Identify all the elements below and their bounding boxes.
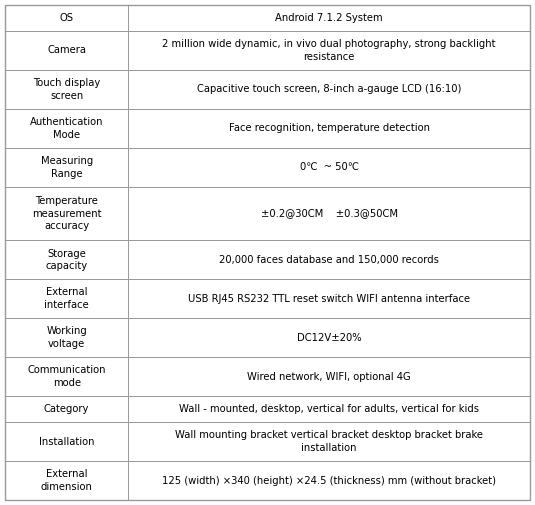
Text: Face recognition, temperature detection: Face recognition, temperature detection — [228, 123, 430, 133]
Text: Working
voltage: Working voltage — [47, 326, 87, 349]
Text: 2 million wide dynamic, in vivo dual photography, strong backlight
resistance: 2 million wide dynamic, in vivo dual pho… — [163, 39, 496, 62]
Bar — [128, 318, 530, 357]
Bar — [128, 70, 530, 109]
Text: Wired network, WIFI, optional 4G: Wired network, WIFI, optional 4G — [247, 372, 411, 382]
Bar — [5, 396, 128, 422]
Bar — [5, 31, 128, 70]
Bar — [5, 109, 128, 148]
Text: Camera: Camera — [47, 45, 86, 56]
Text: Measuring
Range: Measuring Range — [41, 156, 93, 179]
Text: Wall - mounted, desktop, vertical for adults, vertical for kids: Wall - mounted, desktop, vertical for ad… — [179, 404, 479, 414]
Bar — [128, 148, 530, 187]
Bar — [128, 240, 530, 279]
Text: ±0.2@30CM    ±0.3@50CM: ±0.2@30CM ±0.3@50CM — [261, 209, 398, 219]
Text: DC12V±20%: DC12V±20% — [297, 333, 362, 343]
Text: 0℃  ~ 50℃: 0℃ ~ 50℃ — [300, 162, 358, 172]
Text: External
interface: External interface — [44, 287, 89, 310]
Text: OS: OS — [60, 13, 74, 23]
Bar — [128, 461, 530, 500]
Bar — [128, 31, 530, 70]
Bar — [128, 5, 530, 31]
Bar — [128, 422, 530, 461]
Bar — [128, 279, 530, 318]
Bar — [5, 148, 128, 187]
Text: Installation: Installation — [39, 437, 95, 446]
Text: Storage
capacity: Storage capacity — [45, 248, 88, 271]
Bar — [5, 461, 128, 500]
Bar — [5, 422, 128, 461]
Bar — [128, 396, 530, 422]
Text: Android 7.1.2 System: Android 7.1.2 System — [276, 13, 383, 23]
Bar — [5, 187, 128, 240]
Text: Authentication
Mode: Authentication Mode — [30, 117, 103, 140]
Text: Category: Category — [44, 404, 89, 414]
Bar — [128, 357, 530, 396]
Text: 20,000 faces database and 150,000 records: 20,000 faces database and 150,000 record… — [219, 255, 439, 265]
Bar — [5, 240, 128, 279]
Bar — [5, 279, 128, 318]
Bar — [5, 318, 128, 357]
Text: Capacitive touch screen, 8-inch a-gauge LCD (16:10): Capacitive touch screen, 8-inch a-gauge … — [197, 84, 461, 94]
Bar — [5, 357, 128, 396]
Text: Touch display
screen: Touch display screen — [33, 78, 101, 101]
Text: Communication
mode: Communication mode — [27, 365, 106, 388]
Bar — [5, 70, 128, 109]
Bar — [128, 109, 530, 148]
Text: 125 (width) ×340 (height) ×24.5 (thickness) mm (without bracket): 125 (width) ×340 (height) ×24.5 (thickne… — [162, 476, 496, 485]
Text: External
dimension: External dimension — [41, 469, 93, 492]
Text: USB RJ45 RS232 TTL reset switch WIFI antenna interface: USB RJ45 RS232 TTL reset switch WIFI ant… — [188, 294, 470, 304]
Text: Temperature
measurement
accuracy: Temperature measurement accuracy — [32, 196, 102, 231]
Bar — [5, 5, 128, 31]
Bar — [128, 187, 530, 240]
Text: Wall mounting bracket vertical bracket desktop bracket brake
installation: Wall mounting bracket vertical bracket d… — [175, 430, 483, 453]
